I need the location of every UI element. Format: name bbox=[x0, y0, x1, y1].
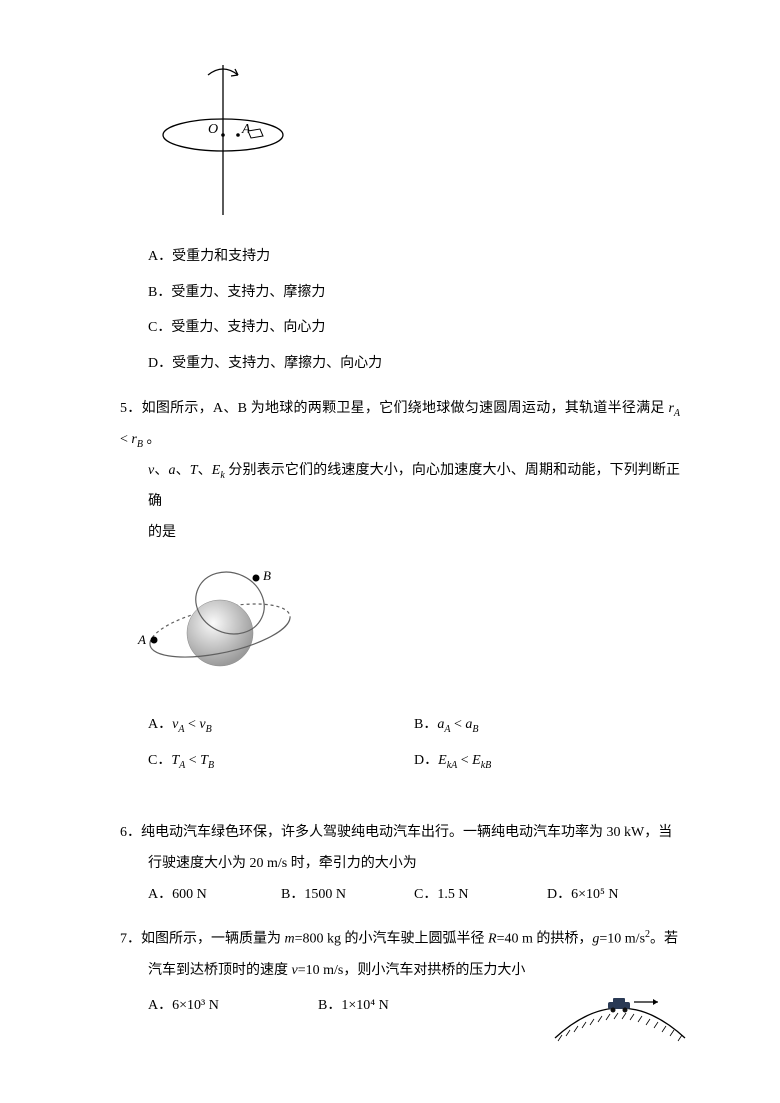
q6-number: 6． bbox=[120, 825, 141, 840]
q6-option-d: D．6×10⁵ N bbox=[547, 880, 680, 911]
q7-stem-line1: 7．如图所示，一辆质量为 m=800 kg 的小汽车驶上圆弧半径 R=40 m … bbox=[120, 924, 680, 955]
q6-stem-line1: 6．纯电动汽车绿色环保，许多人驾驶纯电动汽车出行。一辆纯电动汽车功率为 30 k… bbox=[120, 818, 680, 849]
q5-stem-line3: 的是 bbox=[120, 518, 680, 549]
q5-option-a: A．vA < vB bbox=[148, 708, 414, 742]
q7-svg bbox=[550, 988, 690, 1043]
q5: 5．如图所示，A、B 为地球的两颗卫星，它们绕地球做匀速圆周运动，其轨道半径满足… bbox=[120, 394, 680, 778]
q4-option-c: C．受重力、支持力、向心力 bbox=[120, 311, 680, 345]
q5-options-row2: C．TA < TB D．EkA < EkB bbox=[120, 744, 680, 778]
q4-svg: O A bbox=[148, 60, 298, 220]
q4-figure: O A bbox=[120, 60, 680, 220]
q5-label-a: A bbox=[137, 632, 146, 647]
q7-option-b: B．1×10⁴ N bbox=[318, 989, 488, 1023]
q7-option-a: A．6×10³ N bbox=[148, 989, 318, 1023]
q7-figure bbox=[550, 988, 690, 1043]
q6-option-b: B．1500 N bbox=[281, 880, 414, 911]
q6-option-a: A．600 N bbox=[148, 880, 281, 911]
q6-options: A．600 N B．1500 N C．1.5 N D．6×10⁵ N bbox=[120, 880, 680, 911]
q4-label-o: O bbox=[208, 122, 218, 137]
q5-stem-line1: 5．如图所示，A、B 为地球的两颗卫星，它们绕地球做匀速圆周运动，其轨道半径满足… bbox=[120, 394, 680, 456]
q4-option-a: A．受重力和支持力 bbox=[120, 240, 680, 274]
q4-option-b: B．受重力、支持力、摩擦力 bbox=[120, 276, 680, 310]
car-icon bbox=[608, 998, 630, 1013]
q6: 6．纯电动汽车绿色环保，许多人驾驶纯电动汽车出行。一辆纯电动汽车功率为 30 k… bbox=[120, 818, 680, 910]
q5-number: 5． bbox=[120, 401, 142, 416]
q5-stem-line2: v、a、T、Ek 分别表示它们的线速度大小，向心加速度大小、周期和动能，下列判断… bbox=[120, 456, 680, 518]
q5-option-d: D．EkA < EkB bbox=[414, 744, 680, 778]
q5-svg: A B bbox=[130, 558, 310, 698]
q4-option-d: D．受重力、支持力、摩擦力、向心力 bbox=[120, 347, 680, 381]
q5-option-b: B．aA < aB bbox=[414, 708, 680, 742]
q7-stem-line2: 汽车到达桥顶时的速度 v=10 m/s，则小汽车对拱桥的压力大小 bbox=[120, 956, 680, 987]
q7-number: 7． bbox=[120, 932, 141, 947]
q5-option-c: C．TA < TB bbox=[148, 744, 414, 778]
q6-stem-line2: 行驶速度大小为 20 m/s 时，牵引力的大小为 bbox=[120, 849, 680, 880]
q5-options-row1: A．vA < vB B．aA < aB bbox=[120, 708, 680, 742]
q6-option-c: C．1.5 N bbox=[414, 880, 547, 911]
q5-figure: A B bbox=[130, 558, 680, 698]
q5-label-b: B bbox=[263, 568, 271, 583]
